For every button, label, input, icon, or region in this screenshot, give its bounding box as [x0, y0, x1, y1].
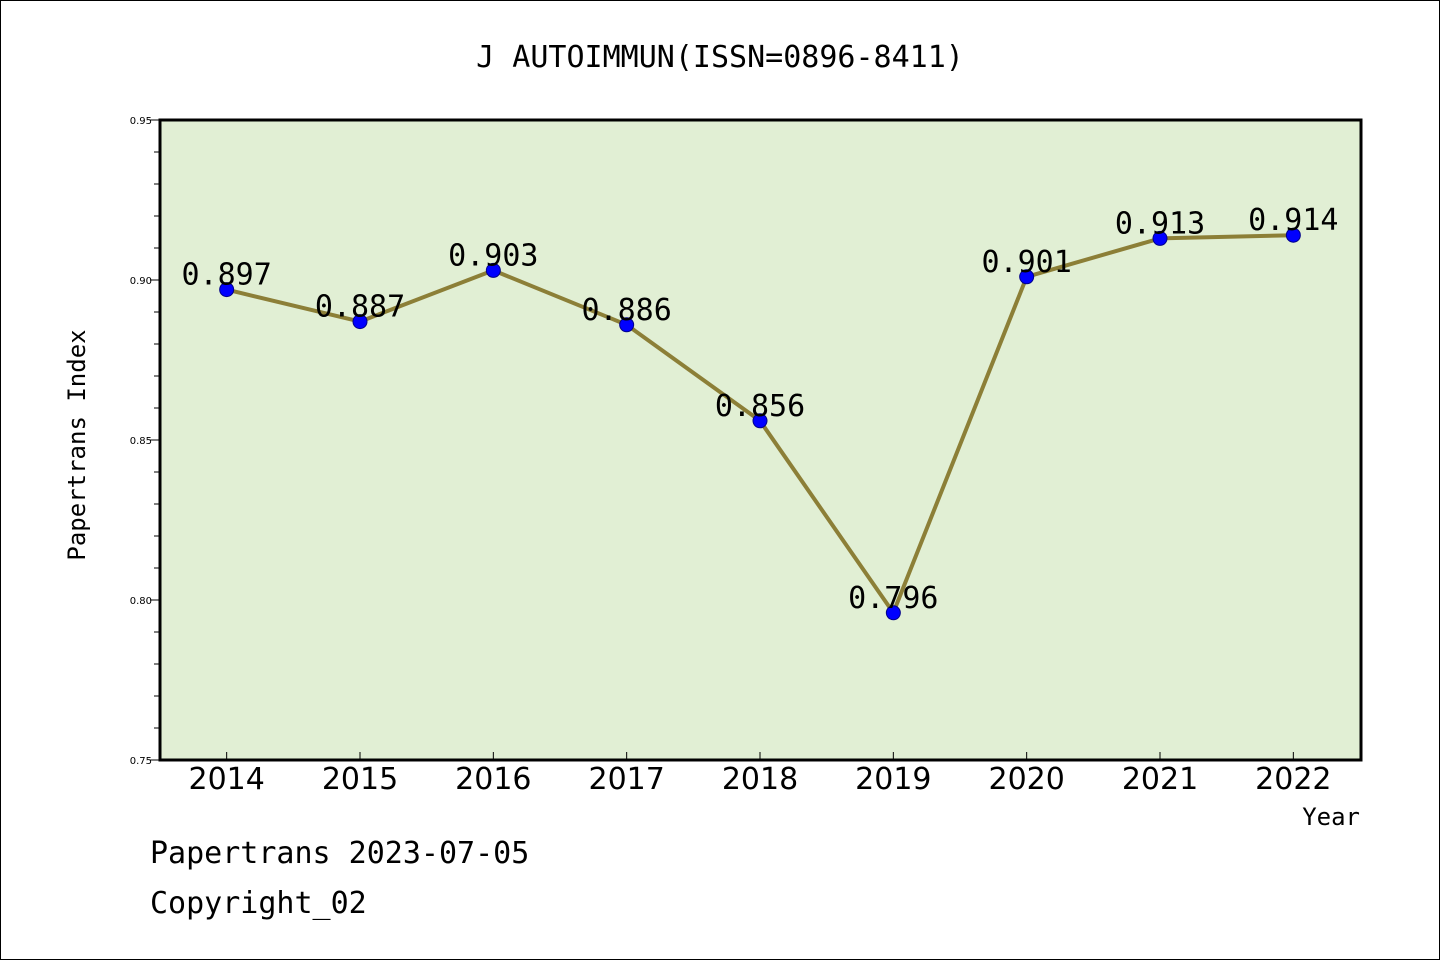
data-point [619, 317, 635, 333]
data-point [1019, 269, 1035, 285]
data-point [1285, 227, 1301, 243]
data-label: 0.913 [1115, 206, 1205, 241]
x-tick-label: 2022 [1255, 762, 1331, 797]
data-point [885, 605, 901, 621]
chart-title: J AUTOIMMUN(ISSN=0896-8411) [476, 40, 964, 75]
x-tick-label: 2015 [322, 762, 398, 797]
y-axis-label: Papertrans Index [63, 329, 91, 560]
y-axis: 0.75 0.80 0.85 0.90 0.95 [130, 116, 160, 767]
plot-border [158, 118, 1363, 762]
y-tick-label: 0.80 [130, 596, 152, 607]
x-tick-label: 2021 [1122, 762, 1198, 797]
x-tick-label: 2019 [855, 762, 931, 797]
data-point [219, 282, 235, 298]
data-label: 0.886 [582, 293, 672, 328]
y-tick-label: 0.75 [130, 756, 152, 767]
x-axis: 2014 2015 2016 2017 2018 2019 2020 2021 2022 [188, 752, 1332, 797]
data-point [1152, 230, 1168, 246]
data-label: 0.856 [715, 389, 805, 424]
plot-area [160, 120, 1361, 760]
data-label: 0.887 [315, 290, 405, 325]
x-tick-label: 2017 [588, 762, 664, 797]
x-tick-label: 2018 [722, 762, 798, 797]
data-labels: 0.897 0.887 0.903 0.886 0.856 0.796 0.901 0.913… [182, 203, 1339, 616]
y-tick-label: 0.85 [130, 436, 152, 447]
data-label: 0.796 [848, 581, 938, 616]
x-tick-label: 2020 [988, 762, 1064, 797]
data-point [485, 262, 501, 278]
data-label: 0.901 [982, 245, 1072, 280]
data-points [219, 227, 1301, 621]
data-label: 0.897 [182, 258, 272, 293]
data-label: 0.903 [448, 238, 538, 273]
x-tick-label: 2014 [188, 762, 264, 797]
data-point [352, 314, 368, 330]
y-tick-label: 0.90 [130, 276, 152, 287]
footer-copyright: Copyright_02 [150, 886, 367, 921]
footer-date: Papertrans 2023-07-05 [150, 836, 529, 871]
y-tick-label: 0.95 [130, 116, 152, 127]
x-axis-label: Year [1302, 803, 1360, 831]
data-point [752, 413, 768, 429]
data-label: 0.914 [1248, 203, 1338, 238]
x-tick-label: 2016 [455, 762, 531, 797]
